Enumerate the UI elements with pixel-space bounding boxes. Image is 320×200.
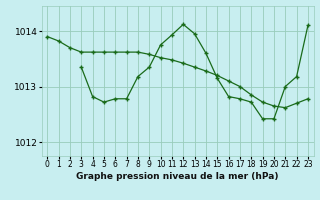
X-axis label: Graphe pression niveau de la mer (hPa): Graphe pression niveau de la mer (hPa) xyxy=(76,172,279,181)
